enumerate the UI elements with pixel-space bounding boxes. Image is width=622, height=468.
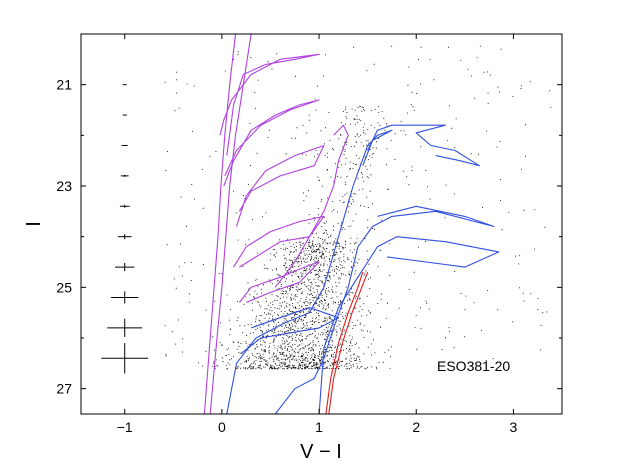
series-line-1 [209, 33, 252, 415]
x-tick-label: 3 [510, 419, 518, 435]
plot-frame [80, 33, 563, 415]
y-tick-label: 25 [56, 279, 72, 295]
series-line-7 [238, 261, 320, 304]
x-tick-label: 0 [218, 419, 226, 435]
x-tick-label: 1 [315, 419, 323, 435]
error-bars [101, 84, 149, 374]
error-bar-7 [115, 263, 135, 272]
series-line-12 [318, 236, 500, 415]
y-tick-label: 23 [56, 178, 72, 194]
error-bar-8 [111, 291, 139, 304]
x-tick-label: −1 [117, 419, 133, 435]
x-axis-title: V − I [300, 441, 342, 463]
series-line-2 [203, 33, 237, 415]
series-line-6 [233, 215, 325, 268]
x-tick-label: 2 [412, 419, 420, 435]
y-axis-title: I [23, 221, 45, 227]
series-line-13 [367, 124, 480, 167]
error-bar-9 [107, 318, 143, 337]
isochrone-tracks [203, 33, 500, 415]
series-line-11 [274, 205, 495, 415]
series-line-14 [325, 271, 364, 415]
series-line-5 [235, 144, 325, 227]
series-line-3 [219, 53, 320, 156]
plot-background [81, 34, 562, 414]
annotation-label: ESO381-20 [437, 358, 510, 374]
series-line-9 [240, 307, 340, 354]
series-line-15 [328, 271, 369, 415]
x-axis-ticks: −1 0 1 2 3 [117, 34, 518, 435]
error-bar-6 [117, 234, 132, 240]
y-axis-ticks: 21 23 25 27 [56, 77, 562, 397]
series-line-4 [223, 99, 320, 187]
y-tick-label: 27 [56, 381, 72, 397]
error-bar-4 [120, 174, 129, 177]
error-bar-10 [101, 343, 149, 374]
series-line-8 [274, 124, 349, 288]
error-bar-5 [119, 204, 130, 208]
series-line-10 [226, 129, 393, 415]
y-tick-label: 21 [56, 77, 72, 93]
